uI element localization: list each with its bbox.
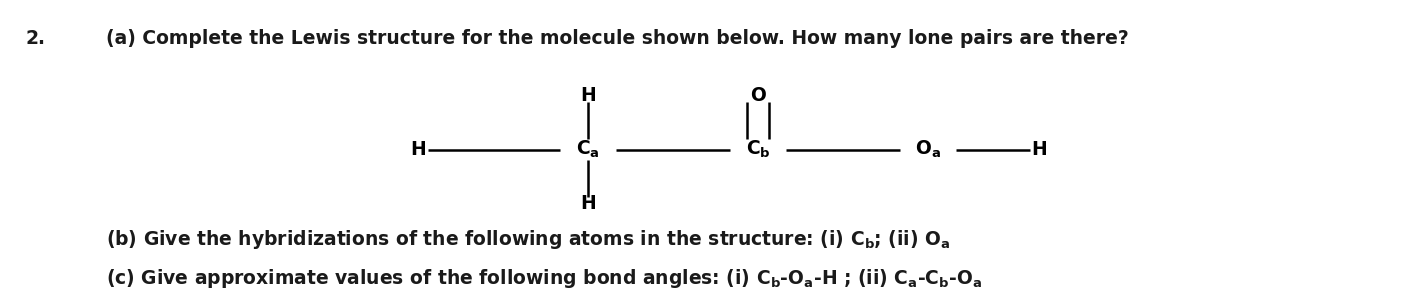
Text: O: O [750, 86, 767, 105]
Text: C$_\mathregular{a}$: C$_\mathregular{a}$ [577, 139, 599, 160]
Text: C$_\mathregular{b}$: C$_\mathregular{b}$ [745, 139, 771, 160]
Text: (b) Give the hybridizations of the following atoms in the structure: (i) C$_\mat: (b) Give the hybridizations of the follo… [106, 228, 951, 251]
Text: (c) Give approximate values of the following bond angles: (i) C$_\mathregular{b}: (c) Give approximate values of the follo… [106, 267, 983, 289]
Text: H: H [580, 194, 597, 213]
Text: (a) Complete the Lewis structure for the molecule shown below. How many lone pai: (a) Complete the Lewis structure for the… [106, 29, 1129, 48]
Text: H: H [410, 140, 427, 159]
Text: H: H [580, 86, 597, 105]
Text: O$_\mathregular{a}$: O$_\mathregular{a}$ [915, 139, 941, 160]
Text: 2.: 2. [26, 29, 45, 48]
Text: H: H [1030, 140, 1047, 159]
